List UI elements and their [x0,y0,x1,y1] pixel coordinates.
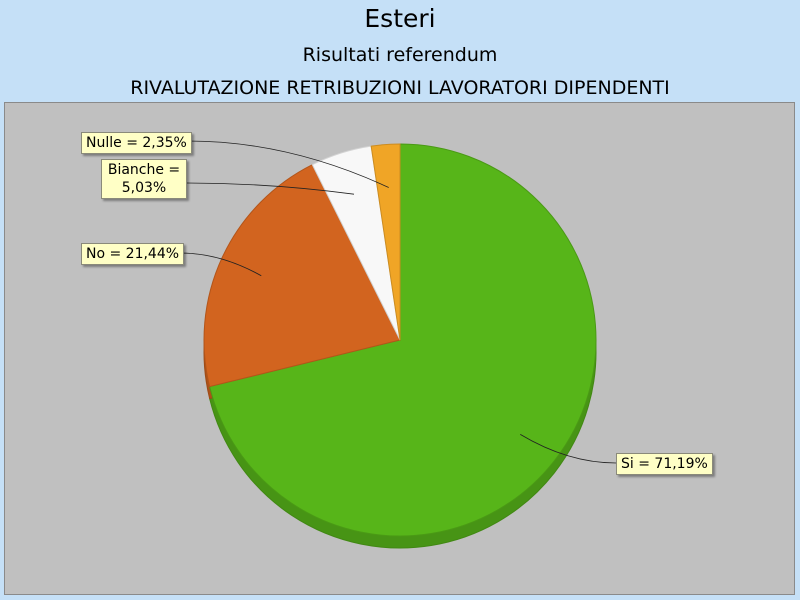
pie-chart [179,140,617,549]
slice-nulle[interactable] [370,143,401,341]
label-no: No = 21,44% [81,243,185,265]
slice-no[interactable] [203,164,401,388]
leader-line-no [179,252,262,277]
label-si-text: Si = 71,19% [621,456,708,472]
label-si: Si = 71,19% [616,453,713,475]
chart-subtitle: Risultati referendum [302,44,498,66]
slice-si[interactable] [209,143,597,537]
leader-line-nulle [187,140,389,188]
label-nulle: Nulle = 2,35% [81,132,192,154]
plot-area: Nulle = 2,35% Bianche = 5,03% No = 21,44… [4,102,795,595]
chart-title: Esteri [364,4,436,33]
leader-line-si [520,434,617,464]
label-no-text: No = 21,44% [86,246,180,262]
label-bianche-line1: Bianche = [107,162,181,178]
label-bianche: Bianche = 5,03% [101,159,187,199]
label-nulle-text: Nulle = 2,35% [86,135,187,151]
referendum-question: RIVALUTAZIONE RETRIBUZIONI LAVORATORI DI… [130,77,670,99]
label-bianche-line2: 5,03% [121,180,167,196]
leader-line-bianche [186,182,355,195]
